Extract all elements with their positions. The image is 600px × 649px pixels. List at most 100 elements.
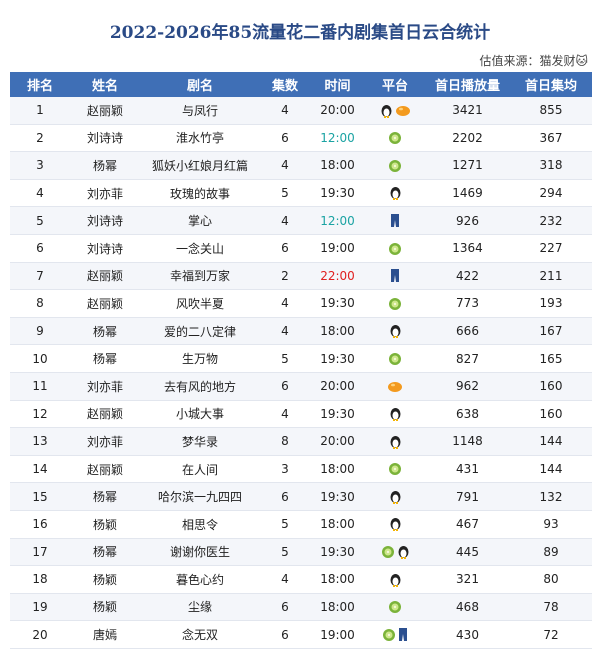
platform-icon [388,381,402,392]
rank-cell: 19 [10,593,70,622]
platform-icon [390,518,400,532]
views-cell: 321 [425,565,510,594]
platform-cell [365,482,425,511]
name-cell: 赵丽颖 [70,455,140,484]
drama-cell: 生万物 [140,344,260,373]
time-cell: 12:00 [310,206,365,235]
time-cell: 19:30 [310,482,365,511]
table-row: 16 杨颖 相思令 5 18:00 467 93 [10,510,592,539]
avg-cell: 855 [510,97,592,125]
header-cell: 排名 [10,72,70,97]
title: 2022-2026年85流量花二番内剧集首日云合统计 [109,23,491,43]
views-cell: 1271 [425,151,510,180]
name-cell: 赵丽颖 [70,400,140,429]
table-row: 7 赵丽颖 幸福到万家 2 22:00 422 211 [10,262,592,291]
name-cell: 赵丽颖 [70,289,140,318]
rank-cell: 9 [10,317,70,346]
platform-cell [365,97,425,125]
platform-cell [365,565,425,594]
platform-icon [389,601,401,614]
avg-cell: 144 [510,427,592,456]
avg-cell: 89 [510,538,592,567]
views-cell: 2202 [425,124,510,153]
platform-icon [390,187,400,201]
views-cell: 467 [425,510,510,539]
rank-cell: 8 [10,289,70,318]
platform-cell [365,262,425,291]
header-cell: 首日播放量 [425,72,510,97]
table-row: 2 刘诗诗 淮水竹亭 6 12:00 2202 367 [10,124,592,153]
rank-cell: 16 [10,510,70,539]
name-cell: 刘亦菲 [70,372,140,401]
name-cell: 赵丽颖 [70,97,140,125]
time-cell: 18:00 [310,455,365,484]
name-cell: 刘亦菲 [70,179,140,208]
drama-cell: 梦华录 [140,427,260,456]
header-cell: 集数 [260,72,310,97]
platform-icon [389,297,401,310]
episodes-cell: 5 [260,510,310,539]
episodes-cell: 4 [260,317,310,346]
platform-cell [365,151,425,180]
table-row: 13 刘亦菲 梦华录 8 20:00 1148 144 [10,427,592,456]
table-row: 1 赵丽颖 与凤行 4 20:00 3421 855 [10,97,592,125]
table-row: 6 刘诗诗 一念关山 6 19:00 1364 227 [10,234,592,263]
table-row: 14 赵丽颖 在人间 3 18:00 431 144 [10,455,592,484]
platform-icon [389,159,401,172]
episodes-cell: 8 [260,427,310,456]
views-cell: 1469 [425,179,510,208]
drama-cell: 淮水竹亭 [140,124,260,153]
time-cell: 19:30 [310,179,365,208]
avg-cell: 193 [510,289,592,318]
episodes-cell: 5 [260,344,310,373]
platform-cell [365,510,425,539]
drama-cell: 哈尔滨一九四四 [140,482,260,511]
avg-cell: 160 [510,372,592,401]
name-cell: 刘诗诗 [70,206,140,235]
platform-icon [391,214,399,228]
avg-cell: 227 [510,234,592,263]
rank-cell: 11 [10,372,70,401]
avg-cell: 167 [510,317,592,346]
episodes-cell: 6 [260,124,310,153]
time-cell: 18:00 [310,565,365,594]
episodes-cell: 6 [260,593,310,622]
name-cell: 杨幂 [70,344,140,373]
table-row: 19 杨颖 尘缘 6 18:00 468 78 [10,593,592,622]
platform-cell [365,179,425,208]
source: 估值来源：猫发财🐱 [479,54,588,68]
platform-icon [381,104,391,118]
header-row: 排名 姓名 剧名 集数 时间 平台 首日播放量 首日集均 [10,72,592,97]
platform-cell [365,124,425,153]
drama-cell: 掌心 [140,206,260,235]
time-cell: 19:00 [310,234,365,263]
ranking-table: 排名 姓名 剧名 集数 时间 平台 首日播放量 首日集均 1 赵丽颖 与凤行 4 20:00 3421 8… [10,72,592,649]
platform-cell [365,455,425,484]
views-cell: 431 [425,455,510,484]
avg-cell: 93 [510,510,592,539]
platform-icon [390,490,400,504]
time-cell: 22:00 [310,262,365,291]
episodes-cell: 4 [260,565,310,594]
name-cell: 杨颖 [70,593,140,622]
views-cell: 773 [425,289,510,318]
name-cell: 杨幂 [70,151,140,180]
drama-cell: 尘缘 [140,593,260,622]
rank-cell: 13 [10,427,70,456]
drama-cell: 谢谢你医生 [140,538,260,567]
episodes-cell: 4 [260,97,310,125]
platform-icon [390,573,400,587]
platform-cell [365,400,425,429]
header-cell: 平台 [365,72,425,97]
time-cell: 19:30 [310,344,365,373]
drama-cell: 小城大事 [140,400,260,429]
header-cell: 首日集均 [510,72,592,97]
platform-cell [365,206,425,235]
avg-cell: 367 [510,124,592,153]
episodes-cell: 6 [260,234,310,263]
platform-cell [365,593,425,622]
avg-cell: 211 [510,262,592,291]
drama-cell: 幸福到万家 [140,262,260,291]
platform-icon [395,105,410,116]
page: 2022-2026年85流量花二番内剧集首日云合统计 估值来源：猫发财🐱 排名姓… [10,23,592,649]
